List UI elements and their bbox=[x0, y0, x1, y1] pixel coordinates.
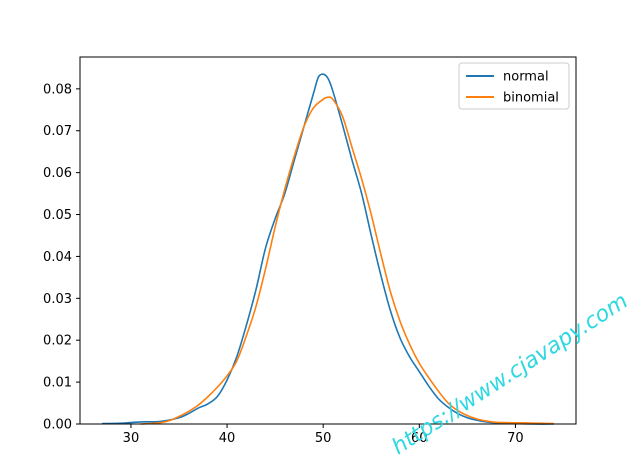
y-tick-label: 0.01 bbox=[43, 376, 72, 391]
legend: normal binomial bbox=[458, 62, 570, 110]
series-line-binomial bbox=[140, 96, 554, 425]
x-tick-label: 60 bbox=[411, 431, 428, 446]
legend-label-binomial: binomial bbox=[503, 91, 559, 106]
plot-area bbox=[102, 73, 554, 425]
y-tick-label: 0.05 bbox=[43, 208, 72, 223]
x-tick-label: 70 bbox=[507, 431, 524, 446]
series-line-normal bbox=[102, 73, 554, 425]
x-tick-label: 30 bbox=[123, 431, 140, 446]
y-tick-label: 0.04 bbox=[43, 250, 72, 265]
axis-ticks: 30 40 50 60 70 0.00 0.01 0.02 0.03 0.04 0.05 0.06 0.… bbox=[43, 82, 524, 446]
y-tick-label: 0.07 bbox=[43, 124, 72, 139]
y-tick-label: 0.08 bbox=[43, 82, 72, 97]
x-tick-label: 40 bbox=[219, 431, 236, 446]
x-tick-label: 50 bbox=[315, 431, 332, 446]
legend-label-normal: normal bbox=[503, 70, 549, 85]
y-tick-label: 0.06 bbox=[43, 166, 72, 181]
y-tick-label: 0.03 bbox=[43, 292, 72, 307]
y-tick-label: 0.02 bbox=[43, 334, 72, 349]
y-tick-label: 0.00 bbox=[43, 418, 72, 433]
axes-frame bbox=[79, 56, 577, 425]
